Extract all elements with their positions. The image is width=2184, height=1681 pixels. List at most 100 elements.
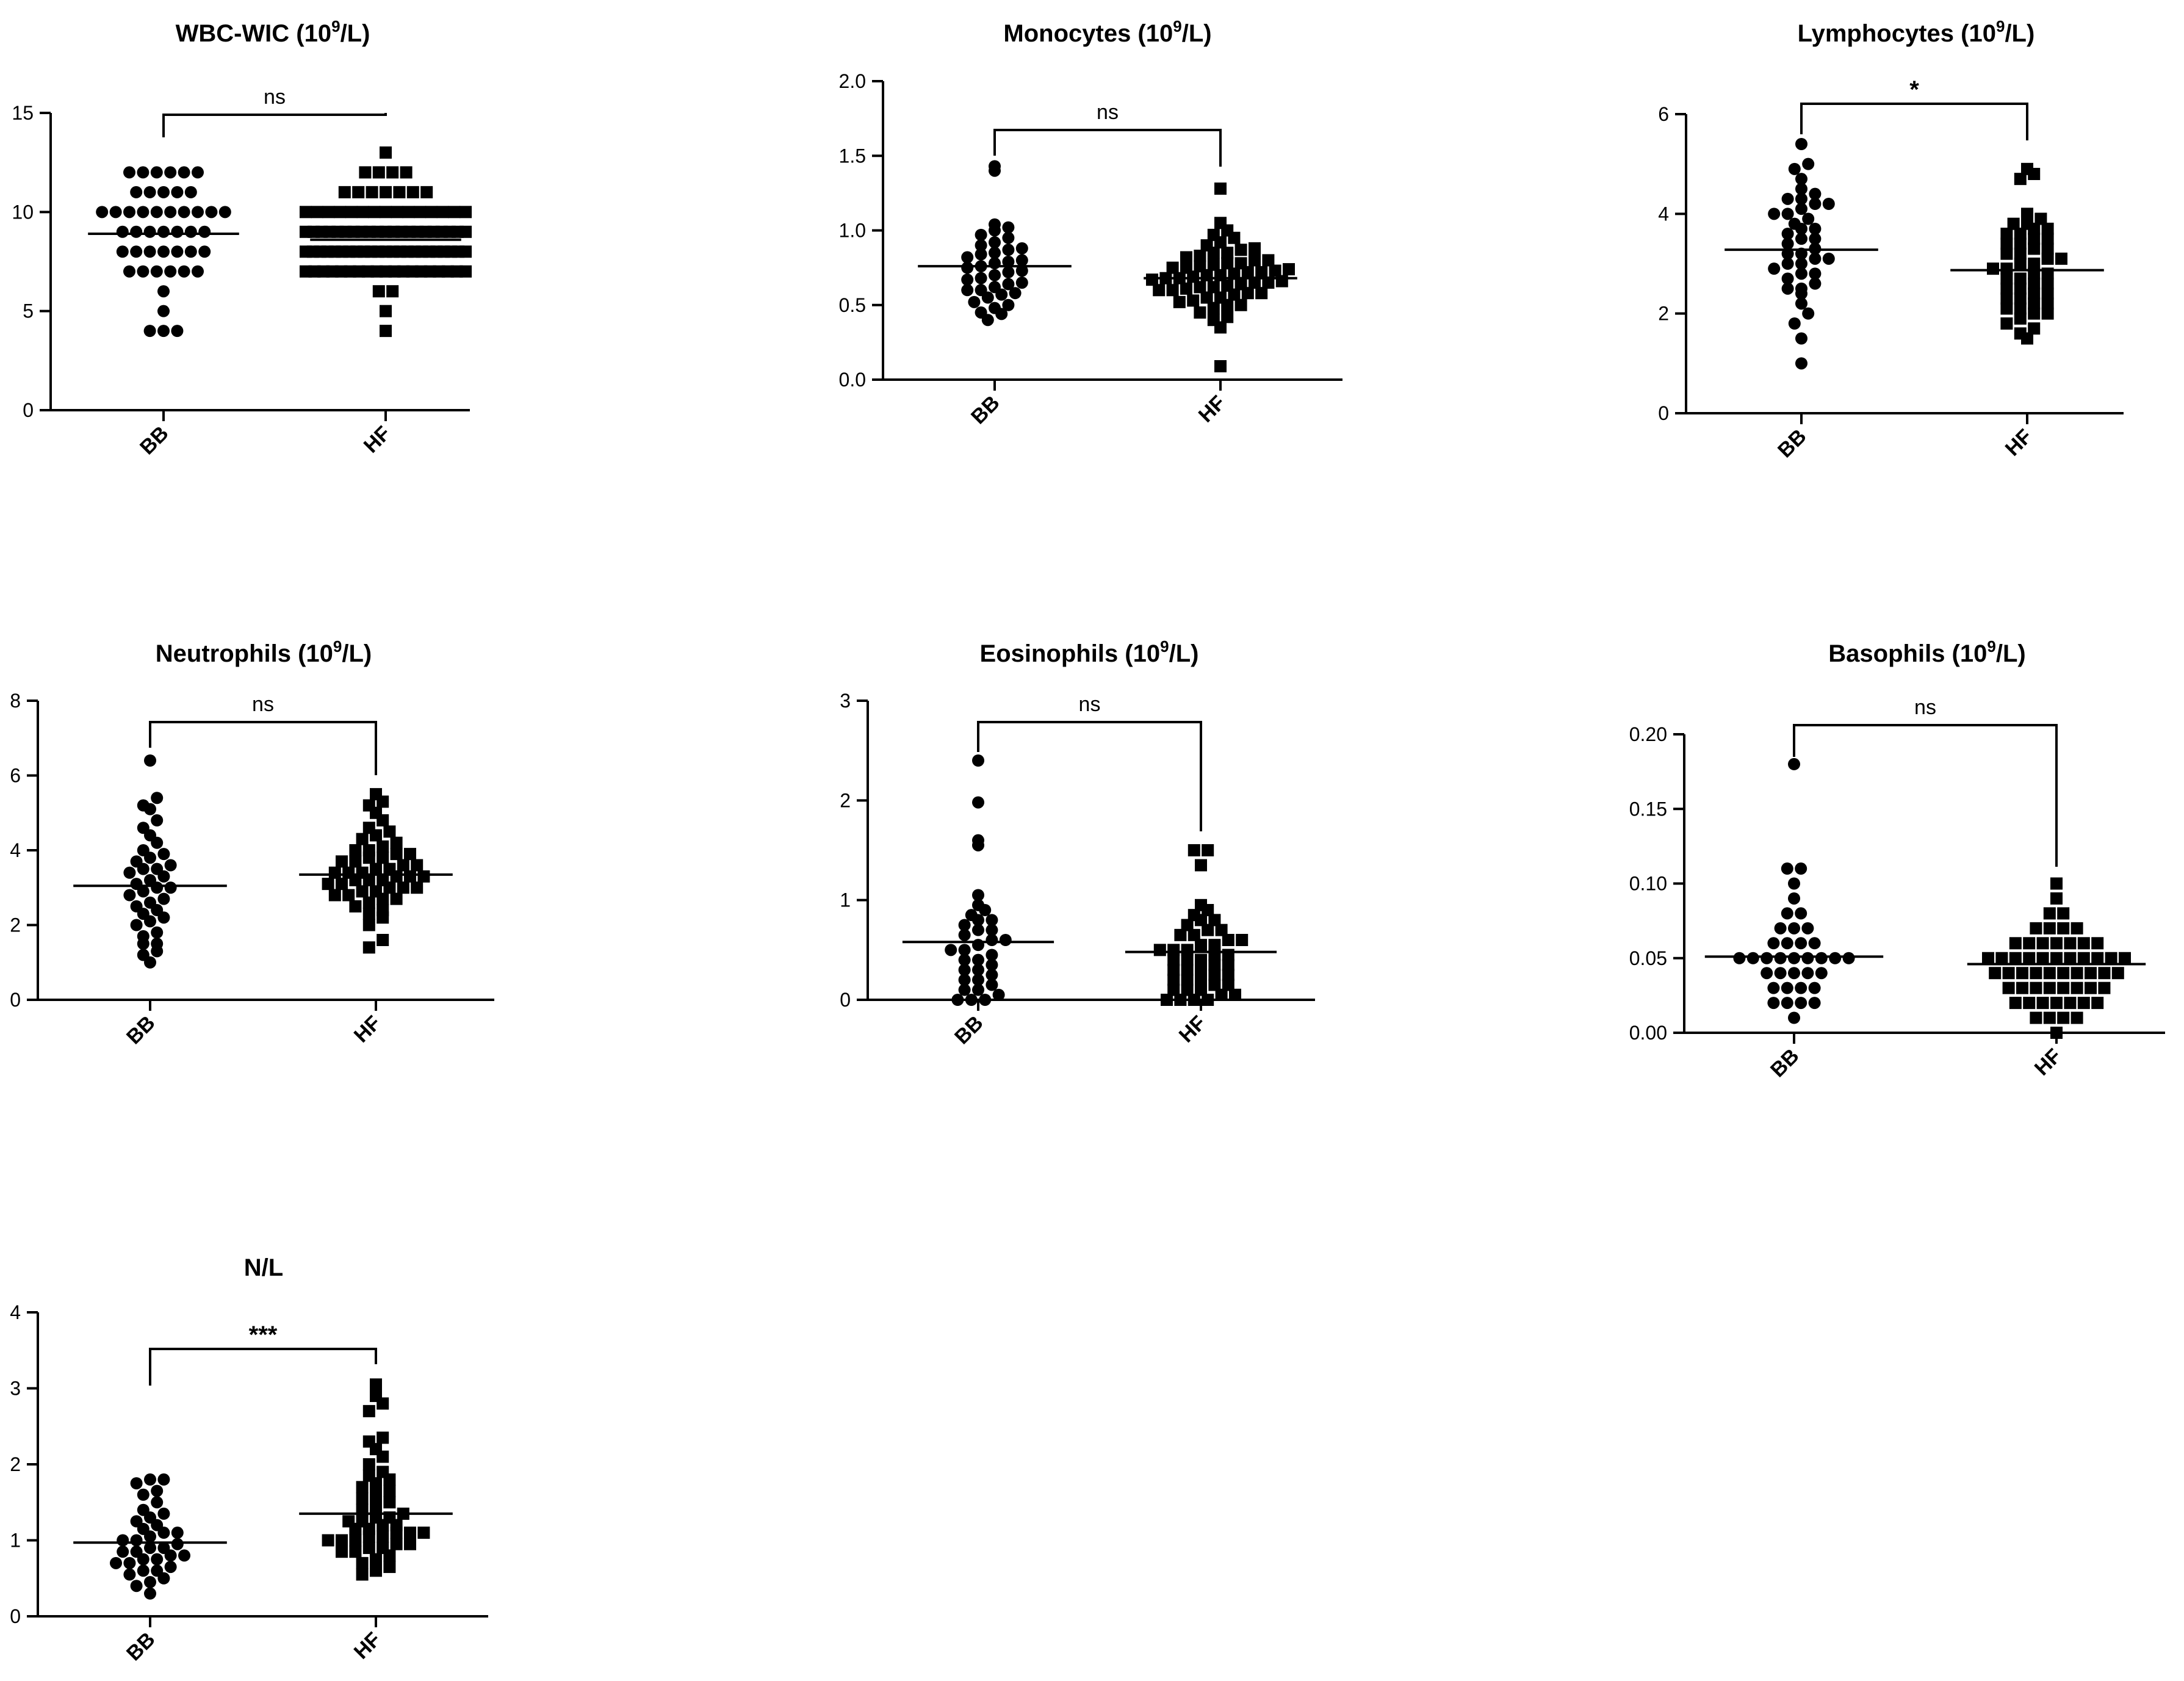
data-point-hf [1194,260,1206,273]
data-point-hf [2009,952,2022,964]
data-point-bb [979,994,992,1006]
significance-bracket [993,129,1222,167]
data-point-hf [1208,969,1221,981]
data-point-bb [945,944,957,956]
data-point-bb [143,325,156,338]
data-point-hf [2014,272,2027,285]
data-point-hf [349,1545,362,1558]
data-point-hf [2030,967,2042,980]
data-point-hf [336,1534,348,1547]
data-point-bb [986,978,998,991]
data-point-hf [397,859,409,872]
data-point-bb [151,1484,164,1497]
data-point-hf [1166,261,1179,274]
significance-label: ns [252,693,274,716]
data-point-hf [383,1561,396,1574]
data-point-hf [2009,937,2022,950]
data-point-hf [2014,327,2027,340]
data-point-hf [370,885,382,898]
data-point-hf [1195,983,1207,996]
data-point-hf [1228,267,1241,280]
data-point-hf [372,285,385,298]
chart-title: Eosinophils (109/L) [980,637,1199,667]
data-point-bb [965,994,978,1006]
data-point-bb [130,900,143,913]
data-point-hf [2016,981,2028,994]
data-point-bb [1809,187,1822,200]
x-category-label: BB [122,1011,160,1049]
data-point-hf [1221,257,1234,270]
data-point-hf [2098,981,2111,994]
y-tick-label: 0.15 [1629,798,1667,820]
data-point-bb [1795,997,1807,1010]
data-point-bb [1822,198,1835,210]
data-point-hf [1195,974,1207,986]
data-point-bb [972,898,984,911]
chart-title: Basophils (109/L) [1828,637,2025,667]
data-point-hf [1181,964,1194,976]
data-point-hf [2014,258,2027,270]
data-point-bb [1815,952,1828,964]
data-point-bb [972,953,984,966]
data-point-bb [958,953,971,966]
data-point-bb [1801,967,1814,980]
data-point-hf [1194,306,1206,319]
data-point-bb [961,261,974,274]
data-point-bb [130,186,143,198]
data-point-hf [1167,964,1180,976]
y-tick-label: 2 [10,914,21,936]
data-point-bb [986,949,998,961]
data-point-hf [2036,997,2049,1010]
data-point-hf [1234,244,1247,256]
x-category-label: HF [2001,425,2037,461]
data-point-hf [362,1541,375,1554]
data-point-bb [965,909,978,922]
data-point-hf [414,206,427,219]
data-point-hf [1167,944,1180,956]
data-point-hf [1275,275,1288,287]
data-point-hf [2070,981,2083,994]
data-point-hf [460,245,472,258]
data-point-bb [986,924,998,936]
data-point-hf [1181,953,1194,966]
data-point-hf [1208,958,1221,971]
data-point-bb [123,1568,136,1581]
data-point-hf [1208,978,1221,991]
data-point-hf [322,878,334,891]
data-point-hf [390,892,403,905]
data-point-hf [2028,277,2041,290]
data-point-hf [2000,317,2013,330]
data-point-hf [342,866,355,879]
data-point-bb [144,1541,156,1554]
y-tick-label: 2.0 [839,70,866,92]
data-point-bb [157,305,170,317]
data-point-hf [2057,907,2070,920]
data-point-bb [1795,173,1807,186]
data-point-bb [137,1564,150,1577]
data-point-bb [151,1496,164,1509]
data-point-hf [2014,302,2027,315]
data-point-hf [349,844,362,856]
data-point-hf [370,862,382,875]
data-point-bb [958,919,971,931]
data-point-hf [390,848,403,861]
data-point-hf [2036,952,2049,964]
y-tick-label: 0.0 [839,369,866,391]
data-point-hf [1221,311,1234,324]
data-point-hf [2041,297,2054,310]
chart-title: Monocytes (109/L) [1003,17,1211,47]
data-point-hf [2091,997,2104,1010]
data-point-hf [2041,233,2054,245]
data-point-hf [2050,1027,2063,1039]
data-point-bb [1768,262,1781,275]
data-point-bb [109,206,122,219]
data-point-bb [972,834,984,847]
data-point-hf [1180,282,1192,295]
y-tick-label: 8 [10,690,21,712]
data-point-hf [2030,981,2042,994]
data-point-hf [2070,967,2083,980]
y-tick-label: 2 [1658,303,1669,325]
y-tick-label: 0.10 [1629,873,1667,895]
data-point-hf [2050,952,2063,964]
data-point-hf [2057,981,2070,994]
